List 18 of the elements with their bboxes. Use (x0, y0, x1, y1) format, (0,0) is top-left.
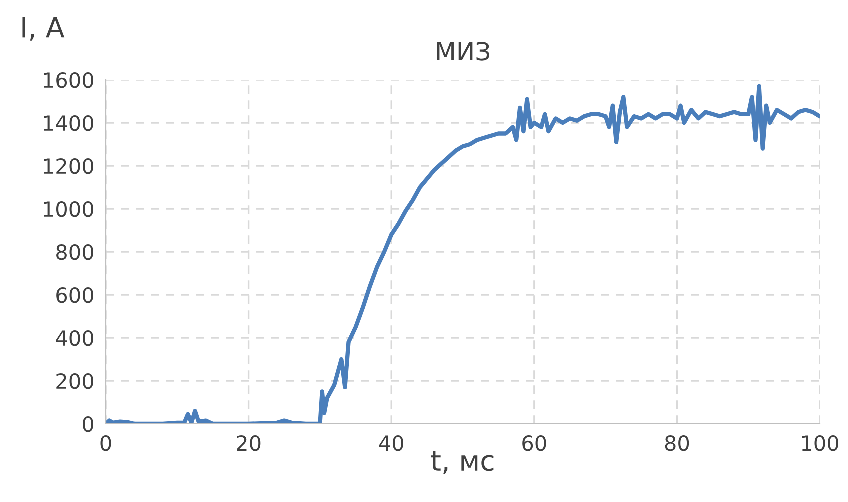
y-tick-label: 1600 (44, 72, 94, 88)
y-axis-title: I, A (22, 17, 65, 41)
y-tick-label: 1200 (44, 158, 94, 174)
x-axis-title: t, мс (431, 451, 494, 474)
x-tick-label: 40 (379, 435, 404, 452)
y-tick-label: 600 (56, 287, 94, 304)
x-tick-label: 100 (802, 435, 838, 452)
y-tick-label: 800 (56, 244, 94, 260)
x-tick-label: 80 (665, 435, 690, 452)
y-tick-label: 400 (56, 330, 94, 346)
chart-title: МИЗ (437, 42, 490, 61)
y-tick-label: 1400 (44, 115, 94, 132)
y-tick-label: 1000 (44, 201, 94, 218)
x-tick-label: 20 (237, 435, 261, 452)
x-tick-label: 60 (522, 435, 546, 452)
y-tick-label: 200 (56, 373, 94, 390)
x-tick-label: 0 (100, 435, 112, 452)
y-tick-label: 0 (83, 416, 94, 432)
